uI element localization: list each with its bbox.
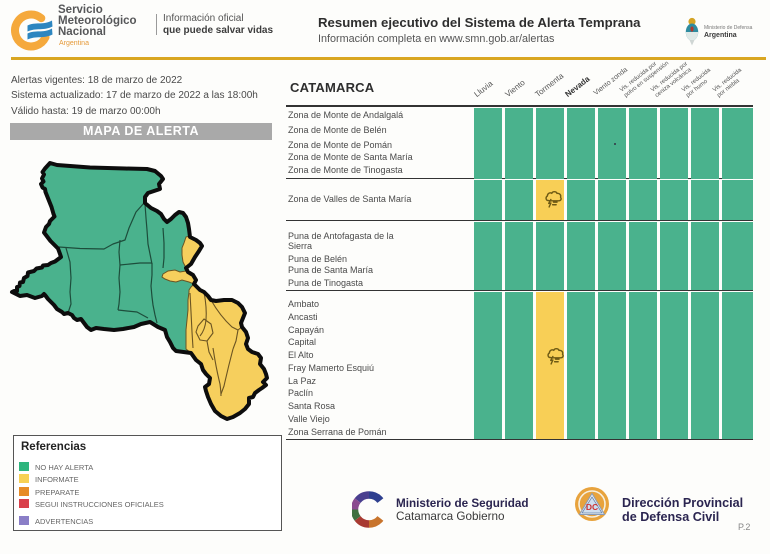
svg-text:DC: DC [586,502,598,512]
